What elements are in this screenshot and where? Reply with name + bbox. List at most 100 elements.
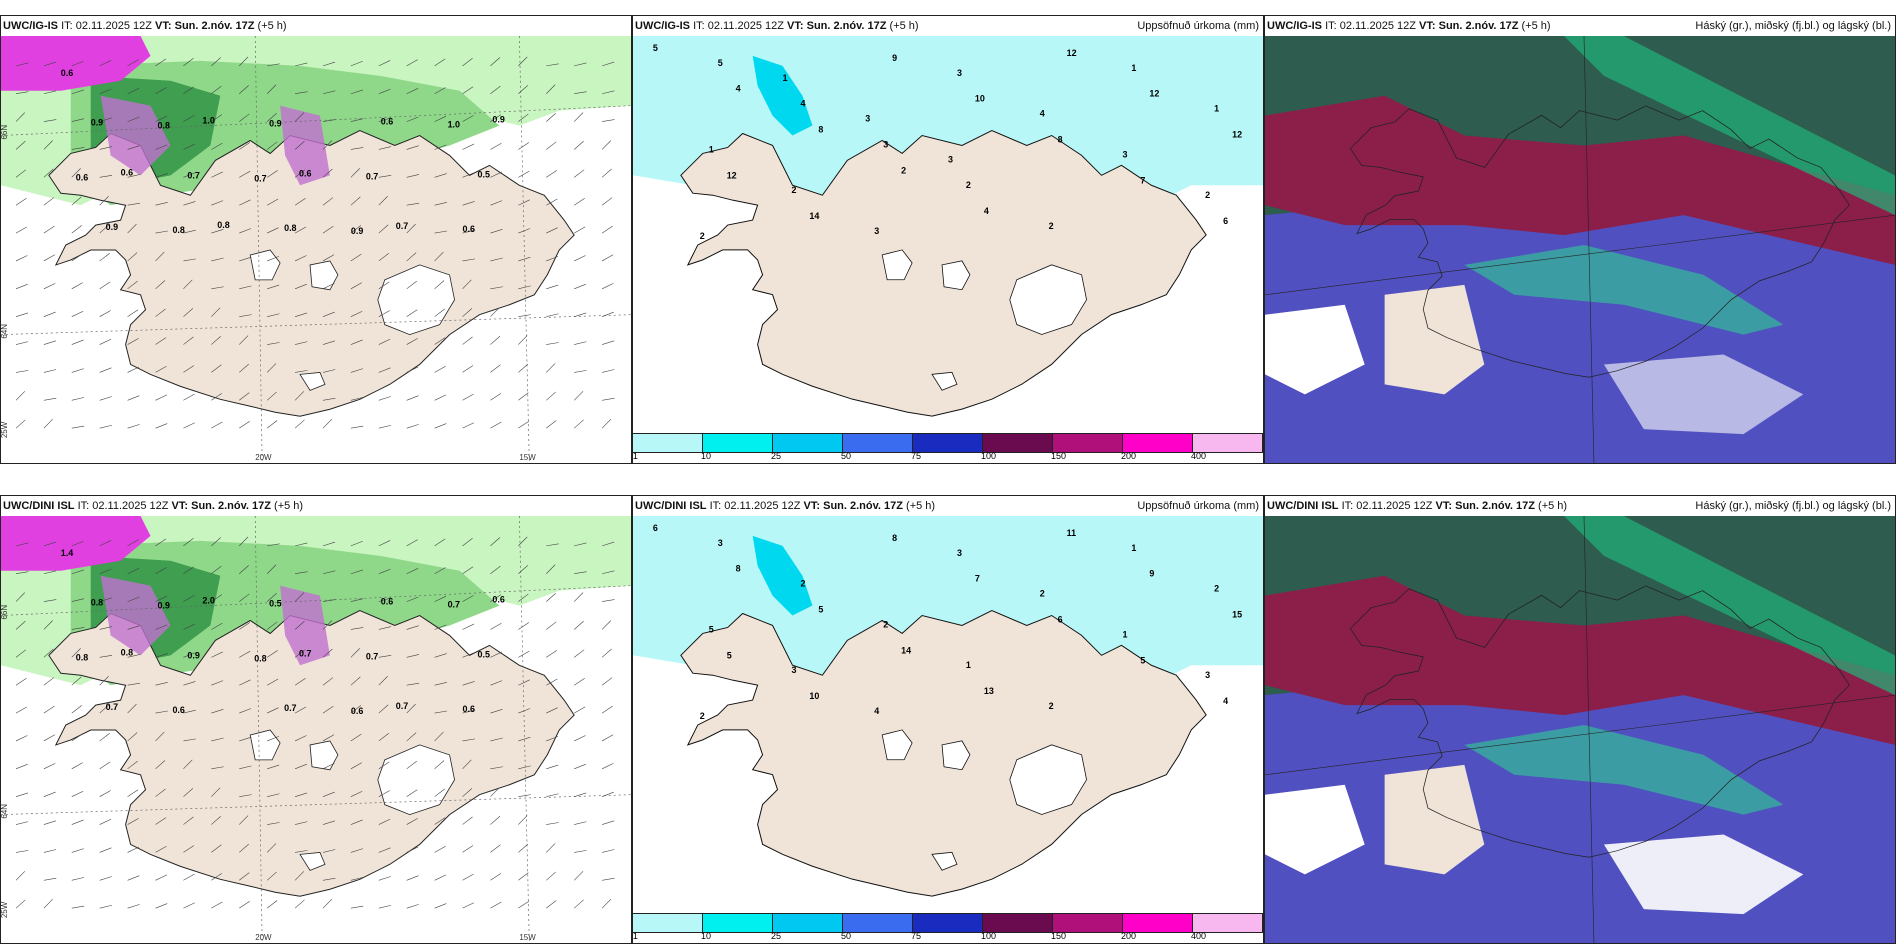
wind-barb <box>183 738 196 742</box>
wind-barb <box>99 224 110 234</box>
wind-barb <box>239 85 249 94</box>
mid-cloud-area <box>1265 95 1895 265</box>
wind-barb <box>574 283 587 290</box>
wind-barb <box>267 822 280 825</box>
precip-map[interactable]: 5 4 8 2 4 12 12 12 12 14 9 10 8 7 6 5 4 3 2 2 1 1 1 2 3 3 4 3 2 2 1 3 3 <box>633 36 1263 433</box>
precip-value-label: 0.7 <box>106 702 118 712</box>
wind-barb <box>155 251 165 262</box>
wind-barb <box>322 620 333 630</box>
wind-barb <box>267 313 280 317</box>
wind-barb <box>434 538 446 547</box>
legend-swatch <box>1193 914 1263 932</box>
mixed-precip-area <box>280 105 330 186</box>
wind-barb <box>350 225 362 234</box>
panel-field-title: Uppsöfnuð úrkoma (mm) <box>1137 20 1259 32</box>
wind-barb <box>43 599 57 602</box>
wind-barb <box>406 625 419 630</box>
wind-barb <box>378 626 392 630</box>
glacier-outline <box>931 371 958 391</box>
wind-barb <box>601 418 612 429</box>
init-time: IT: 02.11.2025 12Z <box>709 500 801 512</box>
wind-barb <box>43 340 56 345</box>
wind-barb <box>518 536 528 547</box>
wind-barb <box>322 119 336 122</box>
precip-amount-label: 12 <box>1067 48 1077 58</box>
valid-time: Sun. 2.nóv. 17Z <box>174 20 255 32</box>
wind-barb <box>266 871 277 881</box>
wind-barb <box>43 820 56 825</box>
wind-barb <box>462 873 474 881</box>
precip-amount-label: 3 <box>1122 149 1127 159</box>
glacier-outline <box>941 260 971 291</box>
precip-amount-label: 3 <box>883 139 888 149</box>
cloud-map[interactable] <box>1265 516 1895 943</box>
precip-value-label: 0.9 <box>158 601 170 611</box>
wind-barb <box>71 425 85 429</box>
precip-amount-label: 5 <box>653 43 658 53</box>
precip-amount-label: 1 <box>783 73 788 83</box>
precip-map[interactable]: 6 8 5 14 13 11 9 15 5 10 8 7 6 5 4 3 2 2 1 2 1 2 5 3 4 3 2 1 3 2 <box>633 516 1263 913</box>
wind-barb <box>574 850 587 853</box>
wind-barb <box>462 57 473 67</box>
wind-barb <box>266 650 278 658</box>
wind-barb <box>350 311 363 317</box>
wind-barb <box>434 681 447 686</box>
wind-barb <box>294 312 308 317</box>
wind-barb <box>211 364 222 373</box>
wind-map[interactable]: 20W 15W 66N 64N 25W 1.4 0.9 0.8 0.6 0.7 0.8 0.6 0.5 0… <box>1 516 631 943</box>
panel-header: UWC/DINI ISL IT: 02.11.2025 12Z VT: Sun.… <box>633 496 1263 516</box>
wind-barb <box>490 901 502 909</box>
precip-amount-label: 3 <box>948 154 953 164</box>
wind-barb <box>378 60 391 67</box>
wind-barb <box>462 652 475 658</box>
wind-barb <box>434 365 446 373</box>
precip-amount-label: 2 <box>1049 221 1054 231</box>
legend-label: 50 <box>841 931 852 941</box>
wind-map[interactable]: 20W 15W 66N 64N 25W 0.6 0.8 0.7 0.9 1.0 0.6 0.8 0.9 0… <box>1 36 631 463</box>
legend-swatch <box>843 914 913 932</box>
wind-barb <box>239 142 250 150</box>
wind-barb <box>322 849 336 853</box>
wind-barb <box>406 760 417 770</box>
wind-barb <box>378 597 391 602</box>
wind-barb <box>127 596 140 602</box>
wind-barb <box>546 141 557 150</box>
valid-time-label: VT: <box>1419 20 1436 32</box>
precip-value-label: 0.8 <box>284 223 296 233</box>
wind-barb <box>462 681 475 686</box>
precip-value-label: 0.9 <box>91 118 103 128</box>
cloud-map[interactable] <box>1265 36 1895 463</box>
wind-barb <box>15 370 29 373</box>
wind-barb <box>406 174 420 178</box>
wind-barb <box>239 113 250 122</box>
wind-barb <box>127 280 138 290</box>
wind-barb <box>378 904 392 909</box>
wind-barb <box>462 566 474 574</box>
wind-barb <box>127 202 141 206</box>
wind-barb <box>574 792 587 797</box>
wind-barb <box>322 599 336 602</box>
wind-barb <box>350 762 363 770</box>
wind-barb <box>183 816 194 825</box>
wind-barb <box>322 283 335 290</box>
wind-barb <box>15 735 28 742</box>
wind-barb <box>15 312 29 317</box>
wind-barb <box>518 650 530 658</box>
valid-time: Sun. 2.nóv. 17Z <box>191 500 271 512</box>
wind-barb <box>71 311 84 317</box>
wind-barb <box>546 256 559 262</box>
heavy-precip-area <box>752 55 813 136</box>
wind-barb <box>155 624 168 630</box>
wind-barb <box>434 173 447 178</box>
wind-barb <box>239 593 250 602</box>
wind-barb <box>490 680 503 686</box>
meridian-20w <box>254 516 263 943</box>
wind-barb <box>462 143 475 150</box>
precip-amount-label: 6 <box>1223 216 1228 226</box>
wind-barb <box>406 568 419 574</box>
precip-amount-label: 4 <box>1040 109 1045 119</box>
wind-barb <box>378 876 391 881</box>
wind-barb <box>266 141 278 150</box>
wind-barb <box>602 397 615 401</box>
model-name: UWC/IG-IS <box>3 20 58 32</box>
